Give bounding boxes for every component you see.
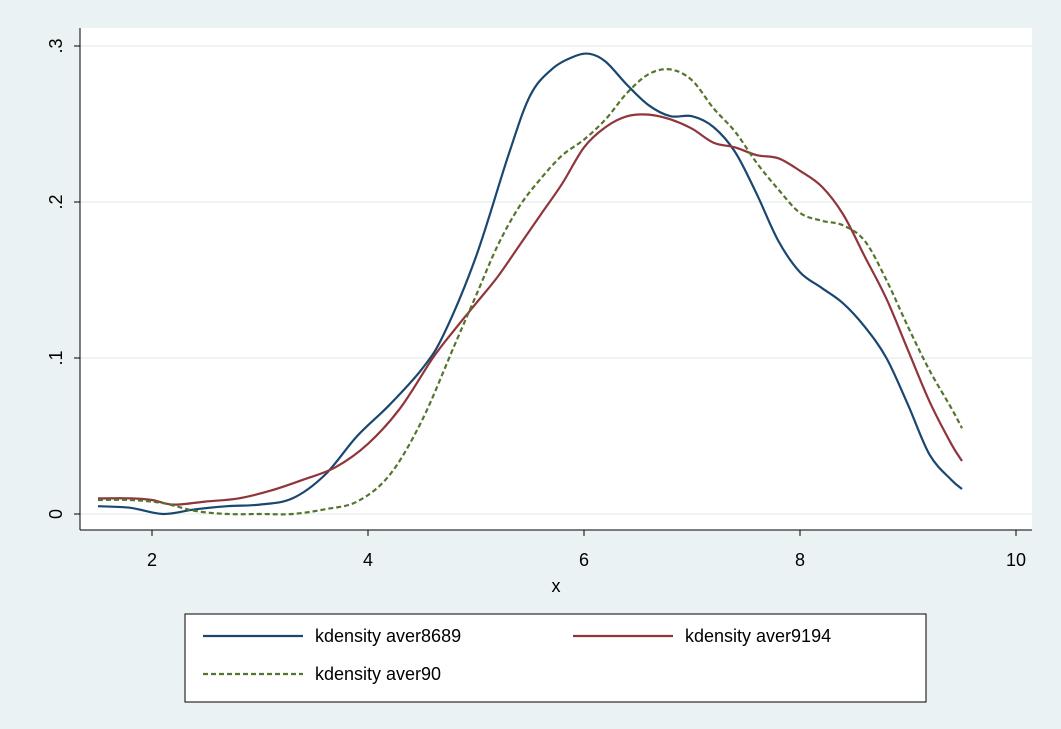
series-lines — [97, 52, 963, 516]
grid-lines — [80, 45, 1032, 515]
y-tick-label: .1 — [46, 350, 66, 365]
series-line-3 — [97, 68, 963, 516]
x-tick-label: 8 — [795, 550, 805, 570]
x-tick-label: 6 — [579, 550, 589, 570]
x-tick-label: 10 — [1006, 550, 1026, 570]
plot-area — [80, 28, 1032, 530]
legend-label: kdensity aver9194 — [685, 626, 831, 646]
y-tick-label: .2 — [46, 194, 66, 209]
legend: kdensity aver8689 kdensity aver9194 kdensi… — [184, 613, 927, 703]
y-ticks: 0 .1 .2 .3 — [46, 38, 80, 519]
series-line-1 — [97, 52, 963, 516]
x-axis-label: x — [552, 576, 561, 596]
x-ticks: 2 4 6 8 10 — [147, 530, 1026, 570]
y-tick-label: 0 — [46, 509, 66, 519]
axes — [79, 28, 1032, 531]
legend-box — [184, 613, 927, 703]
series-line-2 — [97, 113, 963, 506]
legend-label: kdensity aver8689 — [315, 626, 461, 646]
legend-label: kdensity aver90 — [315, 664, 441, 684]
x-tick-label: 2 — [147, 550, 157, 570]
y-tick-label: .3 — [46, 38, 66, 53]
x-tick-label: 4 — [363, 550, 373, 570]
